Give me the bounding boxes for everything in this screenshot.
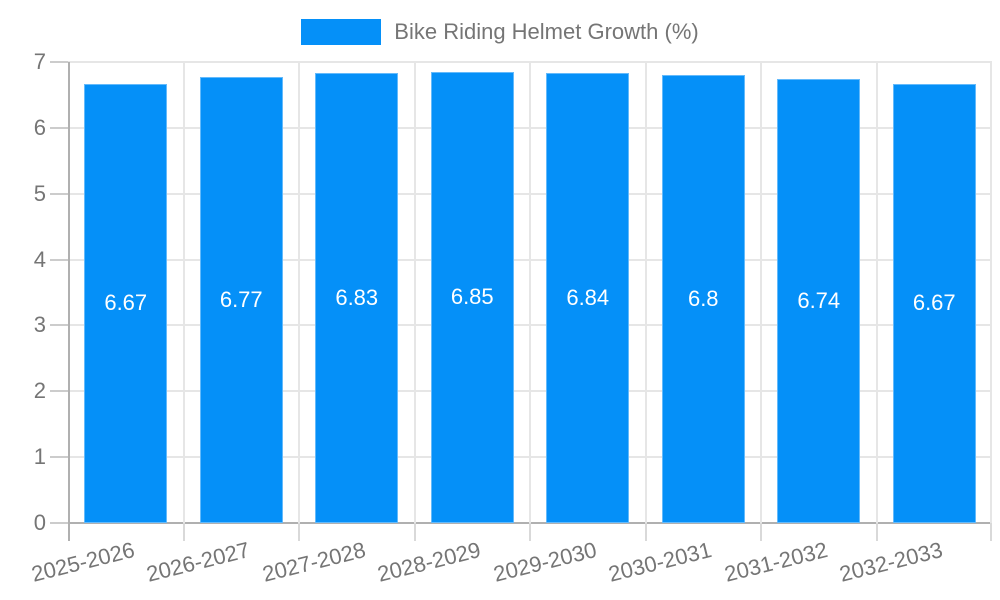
bar-value-label: 6.8 xyxy=(687,286,719,312)
x-tick-mark xyxy=(645,523,647,541)
y-tick-label: 0 xyxy=(33,510,46,535)
y-tick-mark xyxy=(50,324,68,326)
bar[interactable]: 6.85 xyxy=(430,71,514,523)
x-tick-mark xyxy=(68,523,70,541)
y-tick-label: 2 xyxy=(33,378,46,404)
y-axis-line xyxy=(68,62,70,523)
x-gridline xyxy=(876,62,878,523)
y-tick-mark xyxy=(50,259,68,261)
bar-value-label: 6.67 xyxy=(104,290,148,316)
x-tick-mark xyxy=(990,523,992,541)
x-gridline xyxy=(414,62,416,523)
x-gridline xyxy=(760,62,762,523)
y-tick-mark xyxy=(50,193,68,195)
legend-label: Bike Riding Helmet Growth (%) xyxy=(394,19,699,44)
bar-value-label: 6.74 xyxy=(797,288,841,314)
x-tick-mark xyxy=(760,523,762,541)
x-gridline xyxy=(183,62,185,523)
y-tick-label: 5 xyxy=(33,180,46,206)
legend-swatch xyxy=(301,19,382,45)
chart-legend: Bike Riding Helmet Growth (%) xyxy=(0,19,1000,45)
y-tick-label: 4 xyxy=(33,246,46,272)
x-gridline xyxy=(298,62,300,523)
bar[interactable]: 6.74 xyxy=(777,79,861,523)
y-tick-mark xyxy=(50,61,68,63)
y-tick-mark xyxy=(50,390,68,392)
x-gridline xyxy=(529,62,531,523)
x-tick-mark xyxy=(183,523,185,541)
bar-value-label: 6.85 xyxy=(450,284,494,310)
y-tick-mark xyxy=(50,456,68,458)
x-gridline xyxy=(645,62,647,523)
y-tick-mark xyxy=(50,522,68,524)
y-tick-label: 1 xyxy=(33,444,46,470)
x-tick-mark xyxy=(529,523,531,541)
bar[interactable]: 6.83 xyxy=(315,73,399,523)
y-tick-label: 3 xyxy=(33,312,46,338)
y-tick-label: 7 xyxy=(33,49,46,74)
y-tick-mark xyxy=(50,127,68,129)
bar[interactable]: 6.67 xyxy=(892,83,976,523)
y-tick-label: 6 xyxy=(33,114,46,140)
bar-value-label: 6.83 xyxy=(335,285,379,311)
x-tick-mark xyxy=(298,523,300,541)
bar[interactable]: 6.84 xyxy=(546,72,630,523)
bar[interactable]: 6.77 xyxy=(199,77,283,523)
plot-area: 6.67 6.77 6.83 6.85 6.84 6.8 6.74 6.67 xyxy=(68,61,992,524)
x-gridline xyxy=(990,62,992,523)
bar-value-label: 6.77 xyxy=(219,287,263,313)
bar[interactable]: 6.8 xyxy=(661,75,745,523)
bar-value-label: 6.84 xyxy=(566,284,610,310)
x-tick-mark xyxy=(414,523,416,541)
bar-value-label: 6.67 xyxy=(912,290,956,316)
x-tick-mark xyxy=(876,523,878,541)
bar[interactable]: 6.67 xyxy=(84,83,168,523)
